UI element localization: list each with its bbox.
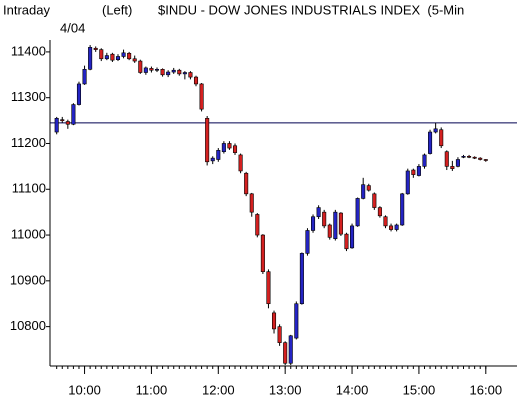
candle-body	[238, 154, 243, 172]
candle-body	[299, 253, 304, 305]
candle-body	[244, 172, 249, 195]
x-tick-label: 11:00	[136, 382, 168, 397]
candle-body	[444, 151, 449, 167]
candle-body	[205, 117, 210, 163]
candle-body	[467, 155, 472, 158]
candle-body	[271, 312, 277, 330]
x-tick-label: 12:00	[202, 382, 235, 397]
candle-body	[316, 207, 321, 218]
candle-body	[154, 69, 160, 71]
candle-body	[76, 83, 82, 105]
candle-body	[149, 68, 154, 71]
x-tick-label: 14:00	[336, 382, 369, 397]
candle-body	[177, 69, 182, 75]
y-tick-label: 11400	[11, 43, 46, 58]
y-tick-label: 11300	[11, 89, 46, 104]
candle-body	[88, 47, 93, 70]
candle-body	[338, 212, 343, 235]
candle-body	[110, 53, 115, 61]
candle-body	[355, 198, 360, 227]
candle-body	[166, 71, 171, 76]
date-label: 4/04	[60, 20, 85, 35]
candle-body	[377, 207, 382, 217]
candle-body	[455, 159, 460, 167]
candle-body	[127, 52, 132, 60]
candle-body	[221, 143, 226, 153]
candle-body	[65, 121, 70, 125]
chart-title: $INDU - DOW JONES INDUSTRIALS INDEX (5-M…	[158, 2, 464, 17]
candle-body	[305, 230, 310, 254]
candle-body	[210, 157, 215, 162]
candle-body	[478, 157, 483, 160]
y-tick-label: 11100	[12, 181, 46, 196]
candle-body	[60, 119, 65, 121]
candle-body	[260, 234, 265, 272]
candle-body	[121, 52, 126, 57]
candle-body	[193, 76, 199, 85]
candle-body	[227, 143, 232, 149]
candle-body	[389, 225, 394, 230]
candle-body	[283, 342, 288, 364]
candle-body	[411, 169, 416, 175]
candle-body	[439, 129, 444, 147]
candle-body	[82, 69, 87, 85]
axis-side: (Left)	[102, 2, 132, 17]
candle-body	[277, 326, 282, 343]
x-tick-label: 13:00	[269, 382, 302, 397]
candle-body	[428, 131, 433, 154]
candle-body	[405, 170, 410, 195]
candle-body	[99, 49, 104, 60]
candle-body	[288, 335, 293, 364]
candle-body	[115, 56, 121, 60]
candle-body	[294, 303, 299, 339]
x-tick-label: 15:00	[403, 382, 436, 397]
candle-body	[433, 128, 438, 133]
candle-body	[344, 233, 349, 250]
x-tick-label: 16:00	[470, 382, 503, 397]
candle-body	[372, 193, 377, 208]
candle-body	[350, 225, 355, 249]
candle-body	[366, 185, 371, 191]
candle-body	[266, 271, 271, 305]
candle-body	[93, 47, 98, 50]
candle-body	[138, 60, 143, 73]
y-tick-label: 11200	[11, 135, 46, 150]
candle-body	[394, 224, 399, 230]
candle-body	[199, 83, 204, 110]
candle-body	[422, 154, 427, 167]
candle-body	[249, 193, 254, 213]
candle-body	[104, 55, 109, 60]
candle-body	[171, 69, 176, 73]
candle-body	[416, 166, 421, 176]
candle-body	[143, 67, 148, 73]
y-tick-label: 10800	[10, 318, 46, 333]
candle-body	[54, 117, 59, 133]
candle-body	[311, 216, 316, 231]
candle-body	[160, 69, 165, 76]
candle-body	[327, 224, 332, 238]
candle-body	[472, 156, 477, 159]
candle-body	[188, 72, 193, 78]
candle-body	[333, 211, 338, 240]
y-tick-label: 11000	[11, 226, 46, 241]
candle-body	[483, 159, 488, 161]
candle-body	[182, 72, 187, 75]
candle-body	[255, 214, 260, 236]
candle-body	[71, 104, 76, 125]
candle-body	[216, 150, 221, 160]
x-tick-label: 10:00	[68, 382, 101, 397]
candle-body	[450, 166, 455, 169]
candle-body	[132, 58, 137, 62]
candle-body	[383, 216, 388, 227]
candle-body	[322, 211, 327, 227]
candle-body	[232, 145, 238, 153]
candle-body	[461, 155, 466, 158]
candle-body	[400, 193, 405, 226]
y-tick-label: 10900	[10, 272, 46, 287]
chart-label: Intraday	[3, 2, 50, 17]
candle-body	[361, 184, 366, 199]
